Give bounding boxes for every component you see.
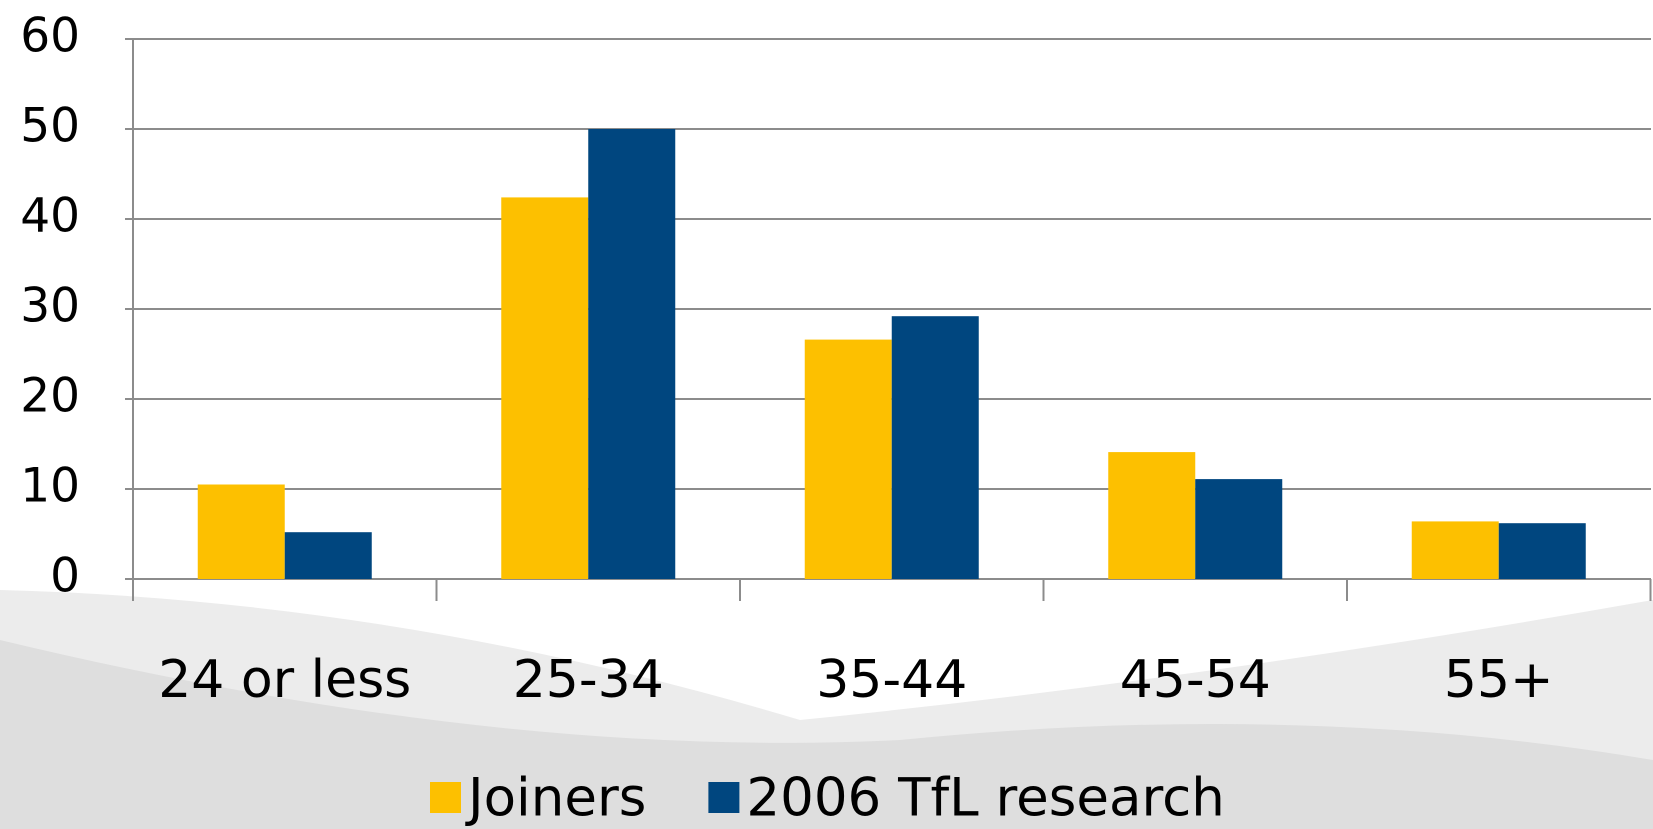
bar xyxy=(588,129,676,579)
y-tick-label: 50 xyxy=(20,99,80,154)
bar xyxy=(284,532,372,579)
y-tick-label: 30 xyxy=(20,279,80,334)
bar xyxy=(1108,452,1196,579)
y-tick-label: 10 xyxy=(20,459,80,514)
y-tick-label: 40 xyxy=(20,189,80,244)
y-tick-label: 0 xyxy=(50,549,80,604)
x-tick-label: 25-34 xyxy=(513,650,664,710)
bar xyxy=(197,484,285,579)
legend-swatch xyxy=(430,782,461,813)
bar xyxy=(1195,479,1283,579)
x-tick-label: 24 or less xyxy=(158,650,411,710)
x-tick-label: 55+ xyxy=(1444,650,1554,710)
x-tick-label: 35-44 xyxy=(816,650,967,710)
bar xyxy=(1498,523,1586,579)
bar xyxy=(804,339,892,579)
background-decoration xyxy=(0,640,1653,829)
legend-label: Joiners xyxy=(465,768,646,829)
bar xyxy=(501,197,589,579)
x-tick-label: 45-54 xyxy=(1120,650,1271,710)
y-tick-label: 20 xyxy=(20,369,80,424)
legend-swatch xyxy=(708,782,740,813)
y-tick-label: 60 xyxy=(20,9,80,64)
bar xyxy=(891,316,979,579)
legend-label: 2006 TfL research xyxy=(746,768,1224,829)
bar xyxy=(1411,521,1499,579)
